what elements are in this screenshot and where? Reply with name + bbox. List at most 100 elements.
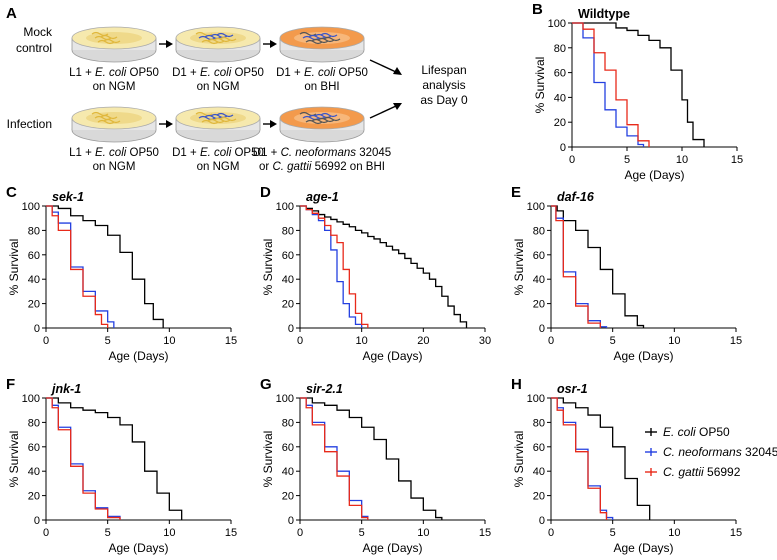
series-line-cneoformans — [572, 22, 645, 147]
worm-glyph — [201, 39, 219, 45]
y-axis-label: % Survival — [7, 431, 21, 488]
x-tick-label: 5 — [624, 154, 630, 166]
chart-title: age-1 — [306, 190, 339, 204]
series-line-ecoli — [300, 397, 443, 520]
y-tick-label: 0 — [560, 142, 566, 154]
x-tick-label: 10 — [676, 154, 688, 166]
arrow-head — [393, 103, 402, 110]
series-line-cgattii — [46, 205, 109, 328]
y-tick-label: 0 — [288, 515, 294, 527]
worm-glyph — [317, 117, 335, 123]
x-tick-label: 0 — [548, 527, 554, 539]
x-tick-label: 20 — [417, 335, 429, 347]
y-tick-label: 60 — [554, 68, 566, 80]
worm-glyph — [97, 119, 115, 125]
panel-letter: F — [6, 376, 15, 393]
step-caption: D1 + E. coli OP50 — [172, 147, 264, 159]
series-line-ecoli — [300, 205, 468, 328]
y-tick-label: 0 — [539, 323, 545, 335]
arrow-head — [393, 67, 402, 75]
panel-letter: H — [511, 376, 522, 393]
step-caption: on NGM — [93, 81, 136, 93]
x-tick-label: 10 — [417, 527, 429, 539]
x-tick-label: 15 — [225, 335, 237, 347]
x-tick-label: 0 — [43, 335, 49, 347]
y-tick-label: 80 — [28, 225, 40, 237]
y-tick-label: 100 — [276, 393, 294, 405]
row-label: Infection — [7, 117, 52, 131]
x-tick-label: 0 — [43, 527, 49, 539]
legend-label: C. gattii 56992 — [663, 465, 741, 479]
outcome-text: analysis — [422, 78, 465, 92]
y-tick-label: 20 — [28, 299, 40, 311]
y-tick-label: 20 — [282, 491, 294, 503]
x-tick-label: 0 — [548, 335, 554, 347]
y-tick-label: 20 — [533, 491, 545, 503]
x-tick-label: 0 — [297, 335, 303, 347]
y-axis-label: % Survival — [512, 431, 526, 488]
series-line-cneoformans — [300, 397, 369, 520]
y-axis-label: % Survival — [512, 239, 526, 296]
x-tick-label: 30 — [479, 335, 491, 347]
worm-glyph — [323, 36, 341, 42]
chart-title: sek-1 — [52, 190, 84, 204]
worm-glyph — [305, 119, 323, 125]
arrow-head — [166, 120, 173, 128]
y-tick-label: 0 — [34, 515, 40, 527]
worm-glyph — [97, 39, 115, 45]
worm-glyph — [305, 39, 323, 45]
worm-glyph — [103, 118, 121, 124]
row-label: Mock — [23, 25, 53, 39]
series-line-cgattii — [300, 205, 369, 328]
step-caption: on BHI — [304, 81, 339, 93]
series-line-cneoformans — [46, 205, 115, 328]
experiment-schematic: A Mock control L1 + E. coli OP50 on NGM D1 + … — [6, 5, 468, 173]
x-axis-label: Age (Days) — [613, 349, 673, 363]
y-tick-label: 60 — [533, 442, 545, 454]
legend-italic: C. gattii — [663, 465, 704, 479]
panel-letter-a: A — [6, 5, 17, 22]
worm-glyph — [311, 118, 329, 124]
worm-glyph — [100, 34, 118, 40]
x-tick-label: 5 — [105, 335, 111, 347]
series-line-cgattii — [300, 397, 369, 520]
arrow-head — [270, 120, 277, 128]
worm-glyph — [219, 116, 237, 122]
x-axis-label: Age (Days) — [362, 541, 422, 555]
x-axis-label: Age (Days) — [108, 541, 168, 555]
arrow-head — [166, 40, 173, 48]
y-tick-label: 100 — [527, 201, 545, 213]
series-line-ecoli — [572, 22, 705, 147]
legend-italic: C. neoformans — [663, 445, 742, 459]
x-tick-label: 15 — [730, 335, 742, 347]
row-label: control — [16, 41, 52, 55]
worm-glyph — [320, 32, 338, 38]
worm-glyph — [216, 112, 234, 118]
y-tick-label: 40 — [533, 274, 545, 286]
worm-glyph — [323, 116, 341, 122]
y-tick-label: 60 — [282, 442, 294, 454]
panel-letter: G — [260, 376, 272, 393]
worm-glyph — [103, 38, 121, 44]
outcome-arrow — [369, 105, 397, 119]
y-axis-label: % Survival — [533, 57, 547, 114]
legend-entry: E. coli OP50 — [645, 425, 730, 439]
y-tick-label: 20 — [554, 117, 566, 129]
series-line-cneoformans — [551, 397, 614, 520]
x-tick-label: 15 — [730, 527, 742, 539]
series-line-ecoli — [551, 205, 645, 328]
legend-entry: C. neoformans 32045 — [645, 445, 777, 459]
petri-plate — [175, 106, 261, 143]
chart-panel-b: B Wildtype 0 20 40 60 80 100 0 5 10 15 Age (Days) % S… — [532, 1, 743, 182]
series-line-cneoformans — [46, 397, 121, 520]
series-line-cneoformans — [551, 205, 608, 328]
panel-letter: E — [511, 184, 521, 201]
worm-glyph — [207, 38, 225, 44]
legend-rest: 32045 — [742, 445, 777, 459]
x-tick-label: 0 — [569, 154, 575, 166]
